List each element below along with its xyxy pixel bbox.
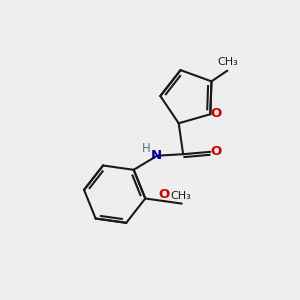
Text: O: O — [159, 188, 170, 201]
Text: O: O — [210, 107, 221, 120]
Text: CH₃: CH₃ — [171, 191, 191, 201]
Text: H: H — [142, 142, 150, 154]
Text: O: O — [211, 145, 222, 158]
Text: CH₃: CH₃ — [218, 57, 238, 68]
Text: N: N — [151, 148, 162, 162]
